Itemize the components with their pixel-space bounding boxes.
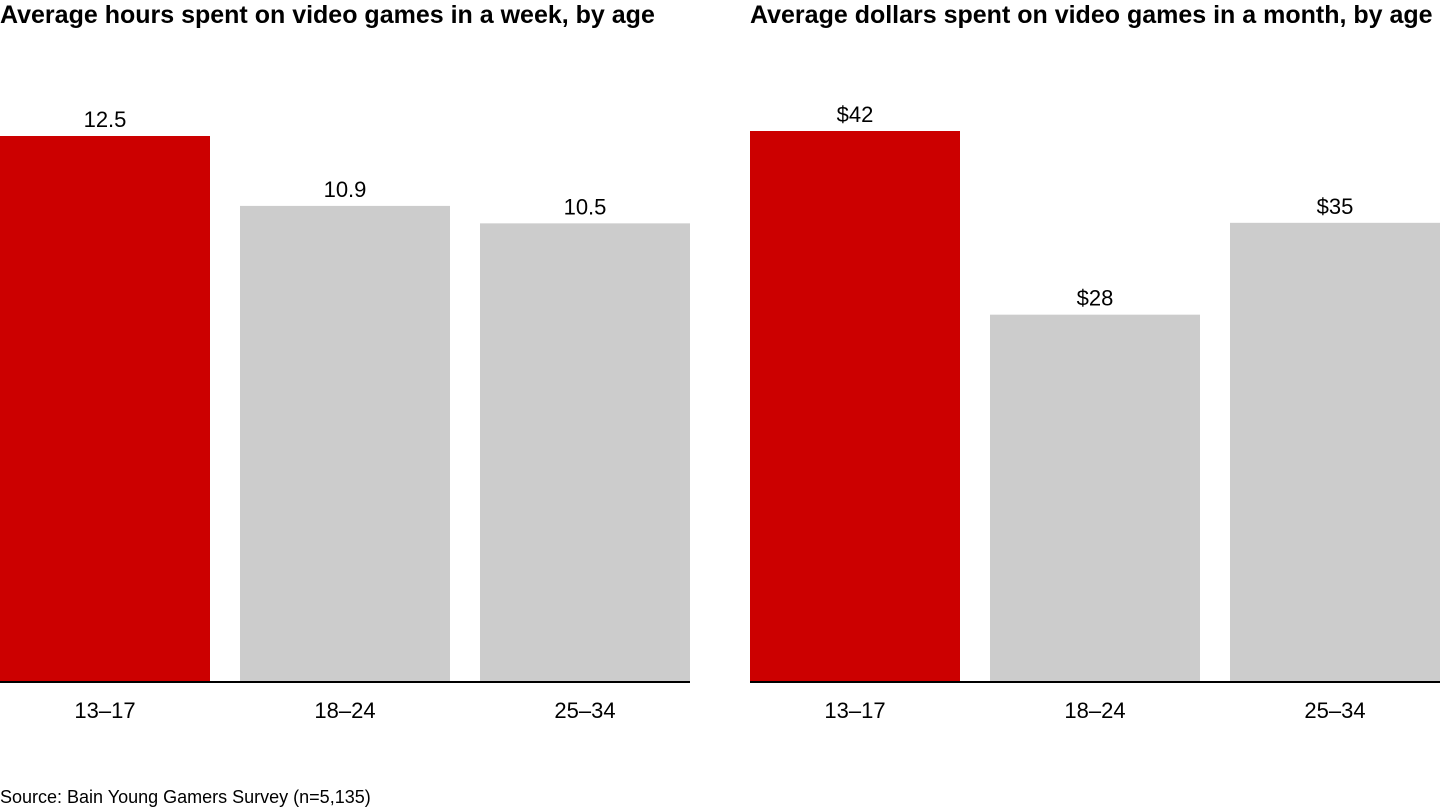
dollars-category-label-0: 13–17 bbox=[824, 698, 885, 723]
hours-value-label-0: 12.5 bbox=[84, 107, 127, 132]
hours-value-label-1: 10.9 bbox=[324, 177, 367, 202]
chart-title-dollars: Average dollars spent on video games in … bbox=[750, 1, 1433, 29]
hours-bar-chart: 12.5 13–17 10.9 18–24 10.5 25–34 bbox=[0, 107, 690, 723]
hours-category-label-0: 13–17 bbox=[74, 698, 135, 723]
dollars-value-label-1: $28 bbox=[1077, 286, 1114, 311]
dollars-bar-chart: $42 13–17 $28 18–24 $35 25–34 bbox=[750, 102, 1440, 723]
hours-bar-0 bbox=[0, 136, 210, 682]
hours-bar-1 bbox=[240, 205, 450, 682]
dollars-bar-1 bbox=[990, 314, 1200, 682]
chart-title-hours: Average hours spent on video games in a … bbox=[0, 1, 655, 29]
dollars-value-label-2: $35 bbox=[1317, 194, 1354, 219]
hours-category-label-1: 18–24 bbox=[314, 698, 375, 723]
dollars-category-label-1: 18–24 bbox=[1064, 698, 1125, 723]
source-note: Source: Bain Young Gamers Survey (n=5,13… bbox=[0, 787, 371, 807]
hours-value-label-2: 10.5 bbox=[564, 194, 607, 219]
hours-category-label-2: 25–34 bbox=[554, 698, 615, 723]
hours-bar-2 bbox=[480, 223, 690, 683]
dollars-value-label-0: $42 bbox=[837, 102, 874, 127]
dollars-bar-0 bbox=[750, 131, 960, 682]
dollars-category-label-2: 25–34 bbox=[1304, 698, 1365, 723]
dollars-bar-2 bbox=[1230, 222, 1440, 683]
